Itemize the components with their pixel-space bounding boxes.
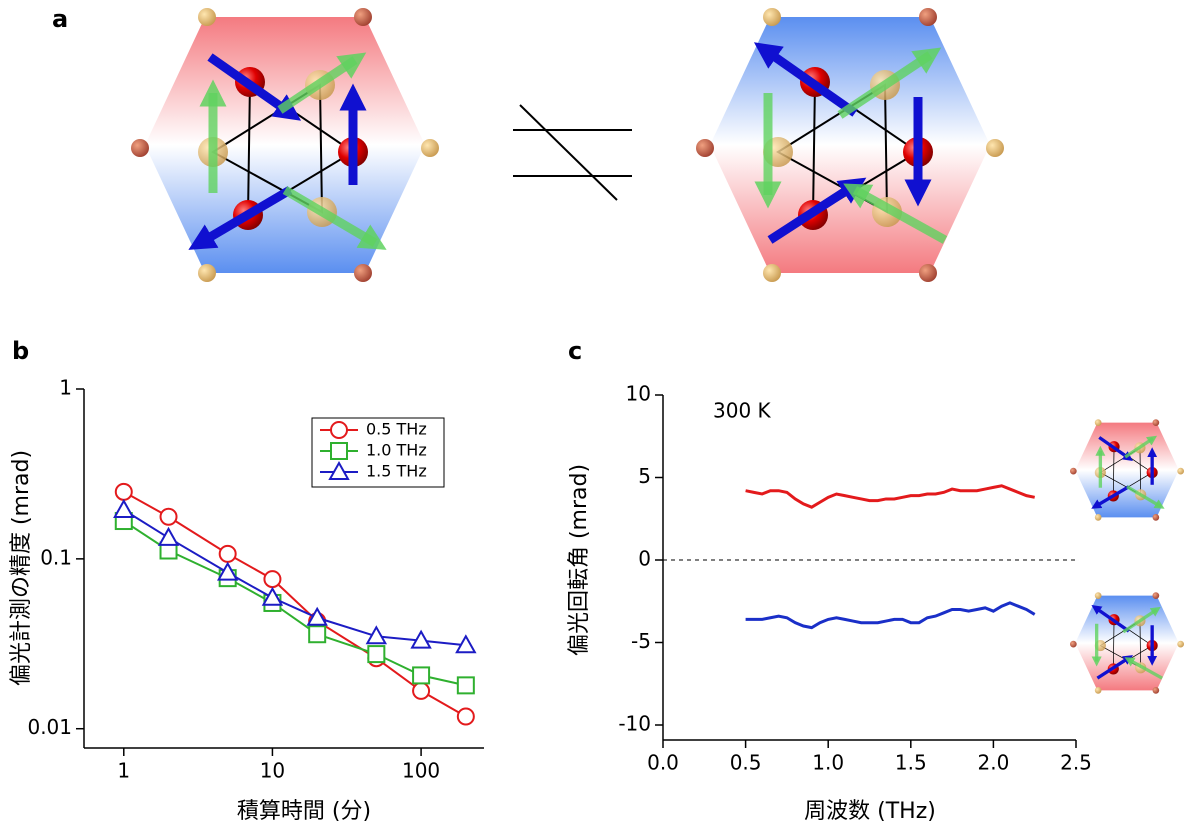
legend-label: 1.5 THz — [366, 462, 427, 481]
lattice-diagram — [131, 8, 439, 282]
series-line — [746, 486, 1035, 507]
inset-diagram — [1070, 592, 1184, 693]
marker — [161, 509, 177, 525]
marker — [220, 546, 236, 562]
inset-diagram — [1070, 419, 1184, 520]
panel-label: a — [52, 5, 68, 33]
x-tick-label: 1.0 — [812, 751, 844, 775]
x-tick-label: 100 — [402, 759, 440, 783]
y-axis-title: 偏光回転角 (mrad) — [567, 464, 592, 656]
y-axis-title: 偏光計測の精度 (mrad) — [9, 450, 34, 686]
x-tick-label: 0.0 — [647, 751, 679, 775]
legend-label: 0.5 THz — [366, 420, 427, 439]
marker — [309, 626, 325, 642]
marker — [116, 484, 132, 500]
series-line — [746, 603, 1035, 628]
x-tick-label: 1.5 — [895, 751, 927, 775]
not-equal-sign — [513, 105, 632, 200]
x-tick-label: 1 — [117, 759, 130, 783]
y-tick-label: 1 — [59, 376, 72, 400]
x-tick-label: 0.5 — [730, 751, 762, 775]
y-tick-label: -10 — [618, 712, 651, 736]
figure: a b c 0.010.11110100積算時間 (分)偏光計測の精度 (mra… — [0, 0, 1188, 829]
y-tick-label: -5 — [631, 629, 651, 653]
x-tick-label: 2.0 — [977, 751, 1009, 775]
marker — [413, 683, 429, 699]
panel-label: c — [568, 337, 582, 365]
x-axis-title: 周波数 (THz) — [804, 799, 936, 824]
marker — [413, 667, 429, 683]
marker — [264, 571, 280, 587]
y-tick-label: 0.01 — [27, 715, 72, 739]
marker — [458, 677, 474, 693]
y-tick-label: 10 — [626, 382, 651, 406]
marker — [115, 501, 133, 517]
marker — [368, 646, 384, 662]
x-axis-title: 積算時間 (分) — [237, 799, 371, 824]
marker — [458, 709, 474, 725]
panel-label: b — [12, 337, 29, 365]
legend-label: 1.0 THz — [366, 441, 427, 460]
x-tick-label: 2.5 — [1060, 751, 1092, 775]
marker — [331, 443, 347, 459]
series-line — [124, 510, 466, 645]
y-tick-label: 0.1 — [40, 545, 72, 569]
lattice-diagram — [696, 8, 1004, 282]
annotation: 300 K — [713, 399, 772, 423]
marker — [331, 422, 347, 438]
x-tick-label: 10 — [260, 759, 285, 783]
y-tick-label: 0 — [638, 547, 651, 571]
y-tick-label: 5 — [638, 464, 651, 488]
marker — [160, 529, 178, 545]
